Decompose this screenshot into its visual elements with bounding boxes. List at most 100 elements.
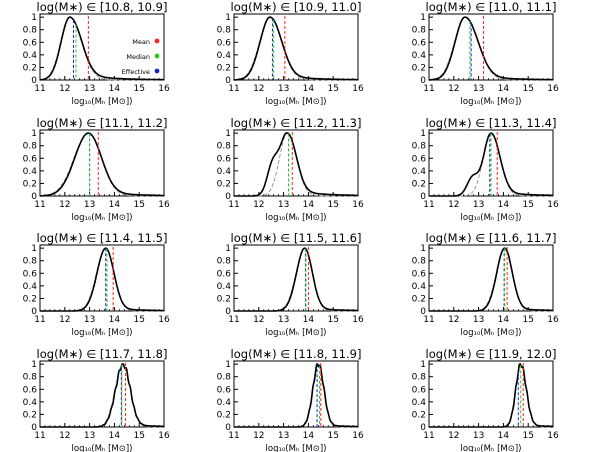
- x-axis-label: log₁₀(Mₕ [M⊙]): [266, 97, 327, 107]
- y-tick-label: 1: [225, 244, 231, 254]
- y-tick-label: 0.4: [217, 167, 232, 177]
- x-axis-label: log₁₀(Mₕ [M⊙]): [461, 328, 522, 338]
- y-tick-label: 0: [225, 192, 231, 202]
- distribution-curve: [429, 363, 553, 428]
- x-tick-label: 13: [84, 200, 95, 210]
- x-tick-label: 16: [547, 315, 559, 325]
- panel-4: log(M∗) ∈ [11.1, 11.2] 11 12 13 14 15 16 0 0.2 0.…: [23, 116, 170, 223]
- y-tick-label: 0: [31, 307, 37, 317]
- y-tick-label: 0.8: [217, 142, 232, 152]
- y-tick-label: 0.8: [217, 257, 232, 267]
- fit-curve: [234, 363, 358, 428]
- y-tick-label: 0.4: [23, 398, 38, 408]
- y-tick-label: 0.2: [23, 294, 37, 304]
- y-tick-label: 0: [420, 76, 426, 86]
- x-tick-label: 12: [448, 315, 459, 325]
- x-tick-label: 14: [498, 84, 510, 94]
- y-tick-label: 0.2: [23, 179, 37, 189]
- x-tick-label: 11: [228, 200, 239, 210]
- legend-marker: [154, 38, 160, 44]
- panel-10: log(M∗) ∈ [11.7, 11.8] 11 12 13 14 15 16 0 0.2 0.…: [23, 347, 170, 452]
- fit-curve: [234, 16, 358, 81]
- fit-curve: [429, 247, 553, 312]
- y-tick-label: 0.6: [23, 269, 38, 279]
- x-tick-label: 13: [473, 431, 484, 441]
- y-tick-label: 0.8: [412, 373, 427, 383]
- y-tick-label: 0.4: [412, 51, 427, 61]
- plot-frame: [39, 360, 165, 428]
- x-tick-label: 12: [253, 200, 264, 210]
- x-tick-label: 12: [59, 200, 70, 210]
- plot-frame: [233, 13, 359, 81]
- panel-1: log(M∗) ∈ [10.8, 10.9] 11 12 13 14 15 16 0 0.2 0.…: [23, 0, 170, 107]
- y-tick-label: 0.4: [23, 167, 38, 177]
- x-tick-label: 11: [228, 84, 239, 94]
- x-axis-label: log₁₀(Mₕ [M⊙]): [72, 97, 133, 107]
- x-tick-label: 16: [158, 315, 170, 325]
- y-tick-label: 0: [225, 423, 231, 433]
- distribution-curve: [40, 363, 164, 428]
- y-tick-label: 0.2: [23, 410, 37, 420]
- plot-frame: [39, 244, 165, 312]
- y-tick-label: 0.4: [412, 282, 427, 292]
- x-tick-label: 14: [498, 315, 510, 325]
- x-tick-label: 16: [352, 431, 364, 441]
- y-tick-label: 0: [225, 307, 231, 317]
- x-tick-label: 12: [59, 431, 70, 441]
- legend-label: Mean: [132, 38, 150, 46]
- y-tick-label: 0.4: [23, 282, 38, 292]
- distribution-curve: [40, 16, 164, 81]
- plot-frame: [39, 129, 165, 197]
- panel-title: log(M∗) ∈ [10.9, 11.0]: [231, 0, 362, 14]
- panel-title: log(M∗) ∈ [11.0, 11.1]: [426, 0, 557, 14]
- x-tick-label: 16: [158, 431, 170, 441]
- x-tick-label: 11: [34, 200, 45, 210]
- y-tick-label: 0.6: [23, 38, 38, 48]
- panel-title: log(M∗) ∈ [11.1, 11.2]: [37, 116, 168, 130]
- x-tick-label: 11: [34, 84, 45, 94]
- x-tick-label: 13: [278, 315, 289, 325]
- x-tick-label: 13: [473, 84, 484, 94]
- legend-marker: [154, 53, 160, 59]
- x-axis-label: log₁₀(Mₕ [M⊙]): [461, 213, 522, 223]
- x-tick-label: 13: [278, 431, 289, 441]
- x-tick-label: 16: [352, 84, 364, 94]
- y-tick-label: 0.6: [217, 38, 232, 48]
- fit-curve: [40, 247, 164, 312]
- y-tick-label: 0.8: [412, 257, 427, 267]
- distribution-curve: [234, 16, 358, 81]
- y-tick-label: 1: [31, 13, 37, 23]
- x-tick-label: 13: [473, 315, 484, 325]
- y-tick-label: 0.2: [217, 179, 231, 189]
- x-tick-label: 11: [423, 84, 434, 94]
- x-tick-label: 12: [253, 315, 264, 325]
- x-tick-label: 16: [158, 200, 170, 210]
- x-tick-label: 12: [448, 200, 459, 210]
- plot-frame: [233, 244, 359, 312]
- x-tick-label: 13: [84, 84, 95, 94]
- panel-title: log(M∗) ∈ [11.2, 11.3]: [231, 116, 362, 130]
- x-axis-label: log₁₀(Mₕ [M⊙]): [72, 328, 133, 338]
- panel-title: log(M∗) ∈ [11.6, 11.7]: [426, 231, 557, 245]
- x-tick-label: 14: [109, 431, 121, 441]
- x-tick-label: 15: [522, 315, 533, 325]
- x-tick-label: 16: [158, 84, 170, 94]
- x-tick-label: 11: [423, 431, 434, 441]
- x-tick-label: 12: [253, 431, 264, 441]
- y-tick-label: 0.6: [412, 38, 427, 48]
- y-tick-label: 0.8: [23, 373, 38, 383]
- x-tick-label: 11: [423, 200, 434, 210]
- panel-title: log(M∗) ∈ [11.9, 12.0]: [426, 347, 557, 361]
- panel-9: log(M∗) ∈ [11.6, 11.7] 11 12 13 14 15 16 0 0.2 0.…: [412, 231, 559, 338]
- x-tick-label: 11: [228, 315, 239, 325]
- x-tick-label: 15: [327, 431, 338, 441]
- panel-2: log(M∗) ∈ [10.9, 11.0] 11 12 13 14 15 16 0 0.2 0.…: [217, 0, 364, 107]
- x-axis-label: log₁₀(Mₕ [M⊙]): [266, 213, 327, 223]
- x-tick-label: 15: [133, 315, 144, 325]
- x-tick-label: 14: [109, 84, 121, 94]
- panel-7: log(M∗) ∈ [11.4, 11.5] 11 12 13 14 15 16 0 0.2 0.…: [23, 231, 170, 338]
- x-tick-label: 13: [84, 431, 95, 441]
- y-tick-label: 0: [31, 76, 37, 86]
- x-tick-label: 16: [352, 315, 364, 325]
